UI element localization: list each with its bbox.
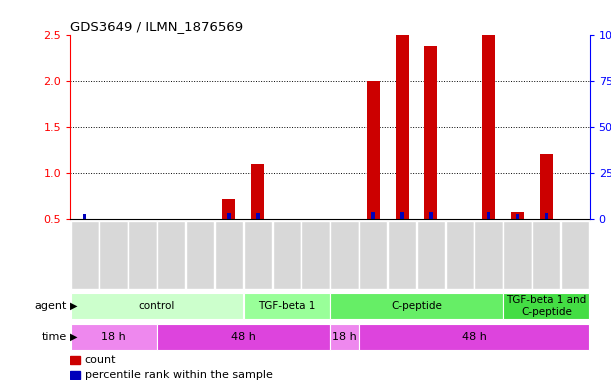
Text: 48 h: 48 h <box>231 332 256 342</box>
FancyBboxPatch shape <box>215 222 243 289</box>
Text: 18 h: 18 h <box>101 332 126 342</box>
FancyBboxPatch shape <box>359 222 387 289</box>
FancyBboxPatch shape <box>532 222 560 289</box>
FancyBboxPatch shape <box>417 222 445 289</box>
Bar <box>227 213 231 219</box>
Bar <box>511 212 524 219</box>
Text: ▶: ▶ <box>70 332 77 342</box>
Text: TGF-beta 1: TGF-beta 1 <box>258 301 315 311</box>
Text: agent: agent <box>35 301 67 311</box>
Bar <box>367 81 379 219</box>
FancyBboxPatch shape <box>70 293 243 319</box>
Text: percentile rank within the sample: percentile rank within the sample <box>85 370 273 380</box>
Text: control: control <box>139 301 175 311</box>
FancyBboxPatch shape <box>475 222 503 289</box>
FancyBboxPatch shape <box>503 222 532 289</box>
FancyBboxPatch shape <box>359 324 590 350</box>
Bar <box>425 46 437 219</box>
Bar <box>516 214 519 219</box>
Bar <box>70 371 79 379</box>
Bar <box>544 213 548 219</box>
Bar <box>70 356 79 364</box>
Text: GDS3649 / ILMN_1876569: GDS3649 / ILMN_1876569 <box>70 20 243 33</box>
Bar <box>251 164 265 219</box>
Text: time: time <box>42 332 67 342</box>
Bar <box>482 35 495 219</box>
Bar <box>222 199 235 219</box>
FancyBboxPatch shape <box>330 222 359 289</box>
FancyBboxPatch shape <box>388 222 416 289</box>
FancyBboxPatch shape <box>561 222 590 289</box>
FancyBboxPatch shape <box>503 293 590 319</box>
FancyBboxPatch shape <box>70 222 99 289</box>
FancyBboxPatch shape <box>157 222 185 289</box>
FancyBboxPatch shape <box>244 293 330 319</box>
FancyBboxPatch shape <box>273 222 301 289</box>
FancyBboxPatch shape <box>445 222 474 289</box>
Text: ▶: ▶ <box>70 301 77 311</box>
FancyBboxPatch shape <box>128 222 156 289</box>
Bar <box>395 35 409 219</box>
FancyBboxPatch shape <box>330 324 359 350</box>
FancyBboxPatch shape <box>186 222 214 289</box>
Text: C-peptide: C-peptide <box>391 301 442 311</box>
Bar <box>400 212 404 219</box>
Bar <box>371 212 375 219</box>
Text: 48 h: 48 h <box>462 332 486 342</box>
Text: count: count <box>85 355 116 365</box>
Bar <box>256 213 260 219</box>
Bar <box>487 212 491 219</box>
FancyBboxPatch shape <box>70 324 156 350</box>
FancyBboxPatch shape <box>157 324 330 350</box>
FancyBboxPatch shape <box>330 293 503 319</box>
Bar <box>540 154 553 219</box>
FancyBboxPatch shape <box>100 222 128 289</box>
Bar <box>83 214 86 219</box>
Text: 18 h: 18 h <box>332 332 357 342</box>
FancyBboxPatch shape <box>244 222 272 289</box>
Bar <box>429 212 433 219</box>
Text: TGF-beta 1 and
C-peptide: TGF-beta 1 and C-peptide <box>506 295 587 317</box>
FancyBboxPatch shape <box>301 222 330 289</box>
